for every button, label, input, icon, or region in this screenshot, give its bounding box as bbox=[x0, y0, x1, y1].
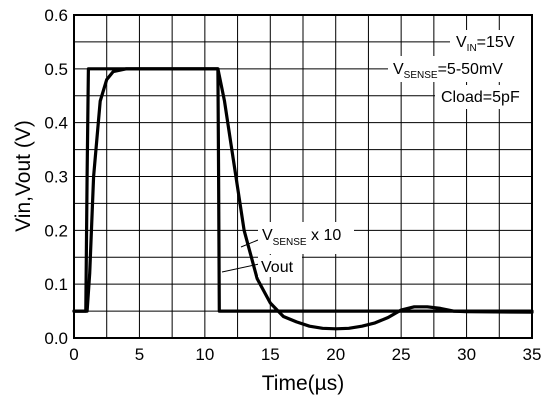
y-tick-label: 0.2 bbox=[44, 221, 68, 240]
series-layer bbox=[72, 67, 534, 331]
y-tick-label: 0.4 bbox=[44, 114, 68, 133]
y-tick-label: 0.3 bbox=[44, 168, 68, 187]
y-tick-label: 0.5 bbox=[44, 60, 68, 79]
x-tick-label: 10 bbox=[195, 345, 214, 364]
x-tick-label: 15 bbox=[261, 345, 280, 364]
y-tick-label: 0.1 bbox=[44, 275, 68, 294]
condition-vin: VIN=15V bbox=[456, 34, 515, 54]
x-tick-label: 5 bbox=[135, 345, 144, 364]
condition-cload: Cload=5pF bbox=[441, 89, 520, 106]
vsense-leader bbox=[240, 239, 259, 248]
y-tick-label: 0.6 bbox=[44, 6, 68, 25]
x-tick-label: 35 bbox=[523, 345, 542, 364]
vout-leader bbox=[221, 263, 260, 273]
x-axis-title: Time(µs) bbox=[262, 372, 344, 395]
x-tick-label: 25 bbox=[392, 345, 411, 364]
y-axis-title: Vin,Vout (V) bbox=[12, 120, 35, 232]
series-vout bbox=[72, 67, 534, 331]
legend-vsense-x10: VSENSE x 10 bbox=[262, 227, 341, 248]
x-tick-label: 20 bbox=[326, 345, 345, 364]
tick-labels: 0 5 10 15 20 25 30 35 0.0 0.1 0.2 0.3 0.4 0.5 0.6 bbox=[44, 6, 541, 364]
x-tick-label: 0 bbox=[69, 345, 78, 364]
x-tick-label: 30 bbox=[457, 345, 476, 364]
y-tick-label: 0.0 bbox=[44, 329, 68, 348]
condition-annotations: VIN=15V VSENSE=5-50mV Cload=5pF bbox=[388, 30, 532, 109]
plot-frame bbox=[73, 14, 533, 339]
series-labels: VSENSE x 10 Vout bbox=[221, 222, 354, 277]
legend-vout: Vout bbox=[261, 259, 294, 276]
condition-vsense: VSENSE=5-50mV bbox=[393, 61, 503, 81]
